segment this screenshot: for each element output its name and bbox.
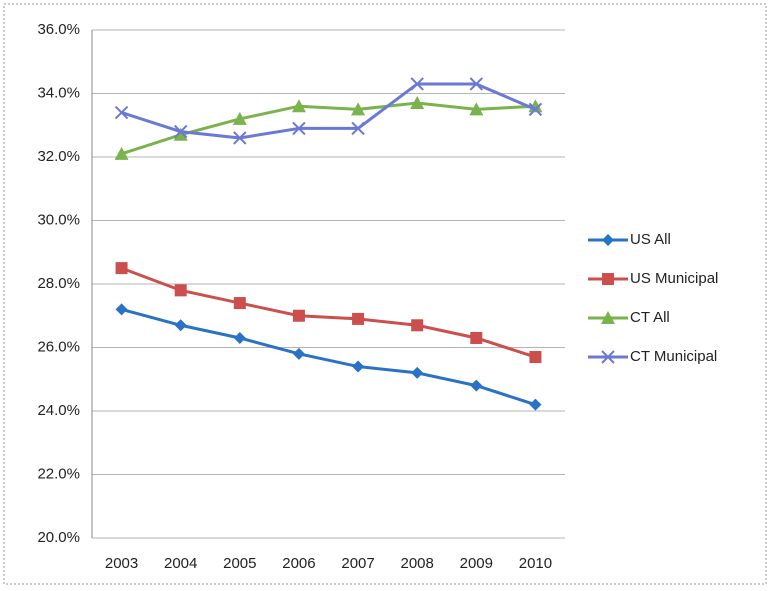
x-tick-label: 2004 bbox=[164, 555, 197, 572]
y-tick-label: 36.0% bbox=[37, 21, 80, 38]
data-point bbox=[232, 111, 247, 125]
x-tick-label: 2005 bbox=[223, 555, 256, 572]
y-tick-label: 34.0% bbox=[37, 84, 80, 101]
data-point bbox=[411, 366, 424, 379]
data-point bbox=[470, 379, 483, 392]
y-tick-label: 26.0% bbox=[37, 338, 80, 355]
data-point bbox=[292, 309, 305, 322]
legend-label: CT Municipal bbox=[630, 348, 717, 365]
data-point bbox=[115, 262, 128, 275]
data-point bbox=[174, 284, 187, 297]
series-line bbox=[121, 82, 537, 140]
series-line bbox=[121, 307, 536, 407]
y-tick-label: 24.0% bbox=[37, 402, 80, 419]
data-point bbox=[292, 121, 306, 136]
x-tick-label: 2008 bbox=[401, 555, 434, 572]
data-point bbox=[233, 131, 247, 145]
data-point bbox=[114, 146, 129, 160]
data-point bbox=[410, 77, 424, 91]
y-tick-label: 22.0% bbox=[37, 465, 80, 482]
data-point bbox=[528, 102, 543, 117]
data-point bbox=[529, 398, 542, 411]
legend-label: US Municipal bbox=[630, 270, 718, 287]
data-point bbox=[529, 351, 542, 364]
x-tick-label: 2003 bbox=[105, 555, 138, 572]
data-point bbox=[352, 360, 365, 373]
data-point bbox=[233, 331, 246, 344]
x-tick-label: 2007 bbox=[341, 555, 374, 572]
legend-label: CT All bbox=[630, 309, 670, 326]
data-point bbox=[173, 124, 188, 139]
chart-border bbox=[3, 3, 767, 585]
legend-marker bbox=[601, 311, 615, 324]
legend-marker bbox=[602, 234, 614, 246]
data-point bbox=[352, 312, 365, 325]
data-point bbox=[173, 127, 188, 141]
y-tick-label: 20.0% bbox=[37, 529, 80, 546]
data-point bbox=[470, 331, 483, 344]
legend-marker bbox=[602, 273, 614, 285]
data-point bbox=[411, 319, 424, 332]
data-point bbox=[115, 303, 128, 316]
legend-marker bbox=[601, 350, 615, 364]
data-point bbox=[292, 347, 305, 360]
data-point bbox=[174, 319, 187, 332]
data-point bbox=[233, 297, 246, 310]
data-point bbox=[410, 96, 425, 110]
x-tick-label: 2006 bbox=[282, 555, 315, 572]
y-tick-label: 30.0% bbox=[37, 211, 80, 228]
series-line bbox=[121, 266, 536, 359]
data-point bbox=[351, 121, 365, 136]
data-point bbox=[114, 105, 129, 120]
legend-label: US All bbox=[630, 231, 671, 248]
y-tick-label: 28.0% bbox=[37, 275, 80, 292]
data-point bbox=[469, 77, 484, 91]
data-point bbox=[351, 102, 366, 116]
y-tick-label: 32.0% bbox=[37, 148, 80, 165]
x-tick-label: 2010 bbox=[519, 555, 552, 572]
data-point bbox=[291, 99, 306, 113]
data-point bbox=[469, 102, 484, 116]
x-tick-label: 2009 bbox=[460, 555, 493, 572]
